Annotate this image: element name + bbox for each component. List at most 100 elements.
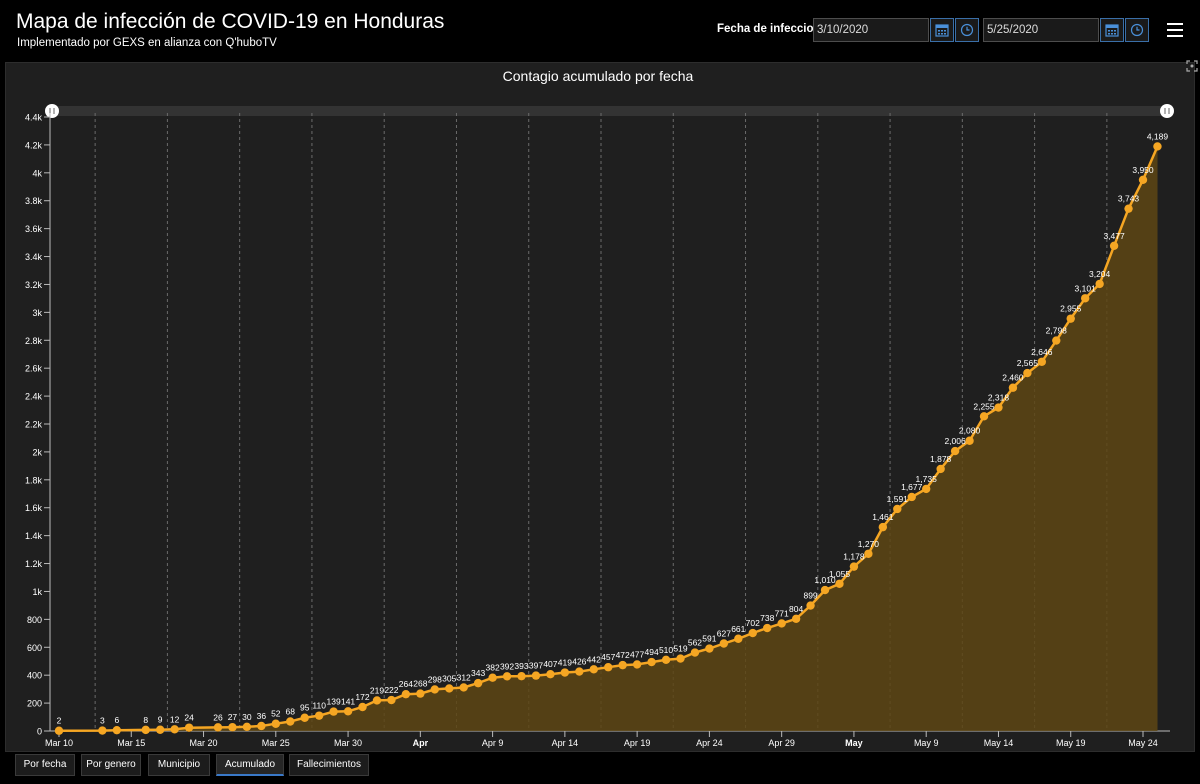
y-tick-label: 3.4k <box>25 252 43 262</box>
data-point[interactable] <box>141 725 150 735</box>
data-point[interactable] <box>589 665 598 674</box>
data-point[interactable] <box>1066 314 1075 323</box>
data-point[interactable] <box>632 660 642 669</box>
data-point[interactable] <box>661 655 671 665</box>
scrollbar-track[interactable] <box>52 106 1168 116</box>
data-point[interactable] <box>98 726 107 735</box>
data-point[interactable] <box>791 614 801 624</box>
expand-icon[interactable] <box>1186 60 1198 72</box>
data-point[interactable] <box>777 619 786 628</box>
data-point[interactable] <box>546 670 555 679</box>
tab-por-genero[interactable]: Por genero <box>81 754 141 776</box>
start-calendar-button[interactable] <box>930 18 954 42</box>
data-point[interactable] <box>734 634 743 643</box>
data-point[interactable] <box>1153 142 1162 151</box>
data-point[interactable] <box>965 436 974 445</box>
date-filter-label: Fecha de infeccion <box>717 23 821 35</box>
data-label: 899 <box>803 591 817 601</box>
data-point[interactable] <box>618 660 627 670</box>
data-point[interactable] <box>849 562 859 571</box>
data-point[interactable] <box>560 668 570 677</box>
data-point[interactable] <box>488 673 497 682</box>
scrollbar-right-handle[interactable] <box>1160 104 1174 118</box>
data-point[interactable] <box>705 644 714 653</box>
data-label: 264 <box>399 679 413 689</box>
tab-acumulado[interactable]: Acumulado <box>216 754 284 776</box>
tab-por-fecha[interactable]: Por fecha <box>15 754 75 776</box>
data-point[interactable] <box>286 717 295 726</box>
data-point[interactable] <box>922 484 931 494</box>
x-tick-label: Apr 29 <box>768 738 795 748</box>
data-point[interactable] <box>950 446 960 456</box>
data-point[interactable] <box>445 684 454 693</box>
data-point[interactable] <box>329 707 338 716</box>
data-point[interactable] <box>878 522 888 532</box>
data-point[interactable] <box>517 671 526 681</box>
data-point[interactable] <box>170 725 179 734</box>
x-tick-label: Apr 9 <box>482 738 504 748</box>
end-calendar-button[interactable] <box>1100 18 1124 42</box>
start-time-button[interactable] <box>955 18 979 42</box>
data-point[interactable] <box>864 549 873 558</box>
data-label: 419 <box>558 658 572 668</box>
data-point[interactable] <box>459 683 468 692</box>
tab-municipio[interactable]: Municipio <box>148 754 210 776</box>
data-point[interactable] <box>531 671 541 680</box>
data-point[interactable] <box>430 685 439 694</box>
chart-scrollbar[interactable] <box>45 104 1174 118</box>
data-point[interactable] <box>112 725 122 735</box>
data-point[interactable] <box>604 663 613 672</box>
data-point[interactable] <box>719 639 729 648</box>
grip-icon <box>1164 108 1170 114</box>
data-point[interactable] <box>242 722 252 732</box>
app-header: Mapa de infección de COVID-19 en Hondura… <box>0 0 1200 62</box>
data-point[interactable] <box>54 726 64 735</box>
data-point[interactable] <box>1138 175 1148 184</box>
data-point[interactable] <box>893 504 902 514</box>
data-point[interactable] <box>763 623 772 633</box>
data-point[interactable] <box>401 689 411 699</box>
data-point[interactable] <box>300 713 309 722</box>
end-date-input[interactable] <box>983 18 1099 42</box>
data-point[interactable] <box>936 464 945 474</box>
data-point[interactable] <box>213 723 223 732</box>
data-point[interactable] <box>1095 279 1104 289</box>
data-point[interactable] <box>1023 368 1032 378</box>
data-point[interactable] <box>979 412 989 421</box>
data-point[interactable] <box>676 654 685 663</box>
data-point[interactable] <box>416 689 425 698</box>
data-point[interactable] <box>502 672 512 681</box>
hamburger-menu-icon[interactable] <box>1166 21 1184 39</box>
data-point[interactable] <box>314 711 324 720</box>
data-point[interactable] <box>473 678 483 688</box>
data-point[interactable] <box>994 403 1003 412</box>
data-point[interactable] <box>647 657 656 667</box>
tab-fallecimientos[interactable]: Fallecimientos <box>289 754 369 776</box>
data-point[interactable] <box>1109 241 1119 251</box>
data-point[interactable] <box>184 723 194 732</box>
data-point[interactable] <box>1124 204 1133 213</box>
start-date-input[interactable] <box>813 18 929 42</box>
data-point[interactable] <box>1080 294 1090 303</box>
data-point[interactable] <box>271 719 280 728</box>
data-point[interactable] <box>257 721 266 731</box>
data-point[interactable] <box>387 695 396 705</box>
data-point[interactable] <box>907 492 916 502</box>
data-point[interactable] <box>835 579 844 588</box>
data-point[interactable] <box>820 585 830 595</box>
scrollbar-left-handle[interactable] <box>45 104 59 118</box>
data-point[interactable] <box>690 648 700 657</box>
data-point[interactable] <box>806 601 815 610</box>
data-point[interactable] <box>748 628 757 638</box>
data-point[interactable] <box>372 696 382 705</box>
end-time-button[interactable] <box>1125 18 1149 42</box>
data-label: 1,178 <box>843 552 865 562</box>
data-point[interactable] <box>343 707 353 716</box>
data-point[interactable] <box>1037 357 1047 366</box>
data-point[interactable] <box>228 723 237 732</box>
data-point[interactable] <box>358 702 367 712</box>
data-point[interactable] <box>1052 336 1061 345</box>
data-point[interactable] <box>575 667 584 676</box>
data-point[interactable] <box>155 725 165 734</box>
data-point[interactable] <box>1008 383 1018 392</box>
